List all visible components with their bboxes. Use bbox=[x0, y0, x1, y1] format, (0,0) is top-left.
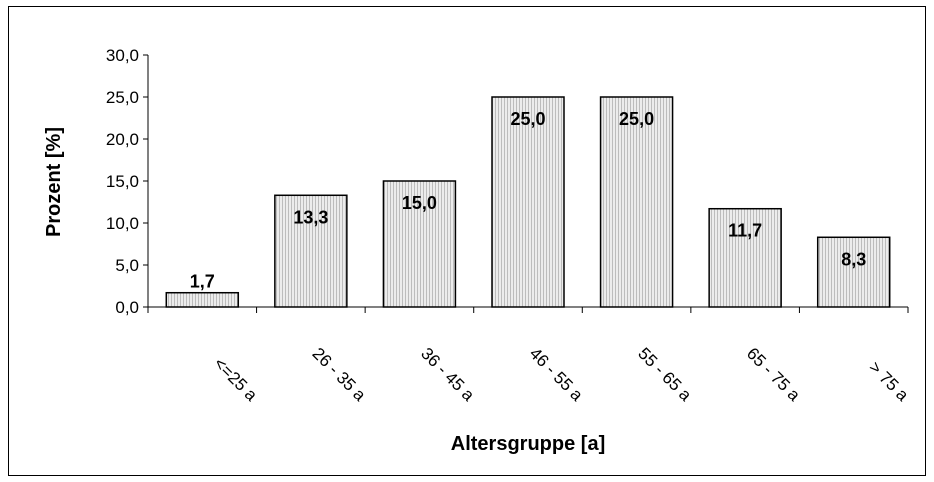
y-tick-label: 25,0 bbox=[106, 88, 139, 107]
y-tick-label: 0,0 bbox=[115, 298, 139, 317]
x-tick-label: <=25 a bbox=[210, 354, 261, 405]
bar bbox=[274, 194, 348, 308]
x-axis: <=25 a 26 - 35 a 36 - 45 a 46 - 55 a 55 - 65… bbox=[147, 306, 913, 406]
bar bbox=[382, 180, 457, 308]
data-labels: 1,7 13,3 15,0 25,0 25,0 11,7 8,3 bbox=[190, 109, 866, 292]
y-tick-label: 10,0 bbox=[106, 214, 139, 233]
x-tick-label: 26 - 35 a bbox=[309, 344, 370, 405]
data-label: 25,0 bbox=[619, 109, 654, 129]
y-axis: 0,0 5,0 10,0 15,0 20,0 25,0 30,0 bbox=[106, 46, 149, 317]
data-label: 15,0 bbox=[402, 193, 437, 213]
y-axis-title: Prozent [%] bbox=[43, 127, 65, 237]
y-tick-label: 20,0 bbox=[106, 130, 139, 149]
x-tick-label: > 75 a bbox=[865, 358, 913, 406]
data-label: 11,7 bbox=[728, 221, 762, 241]
data-label: 13,3 bbox=[293, 207, 328, 227]
bar bbox=[165, 291, 240, 308]
y-tick-label: 5,0 bbox=[115, 256, 139, 275]
y-tick-label: 15,0 bbox=[106, 172, 139, 191]
x-tick-label: 55 - 65 a bbox=[634, 344, 695, 405]
y-tick-label: 30,0 bbox=[106, 46, 139, 65]
data-label: 8,3 bbox=[841, 249, 866, 269]
bars-group bbox=[165, 96, 891, 308]
x-tick-label: 36 - 45 a bbox=[417, 344, 478, 405]
bar bbox=[816, 236, 891, 308]
x-tick-label: 65 - 75 a bbox=[743, 344, 804, 405]
x-tick-label: 46 - 55 a bbox=[526, 344, 587, 405]
x-axis-title: Altersgruppe [a] bbox=[451, 433, 605, 455]
data-label: 1,7 bbox=[190, 272, 215, 292]
data-label: 25,0 bbox=[510, 109, 545, 129]
